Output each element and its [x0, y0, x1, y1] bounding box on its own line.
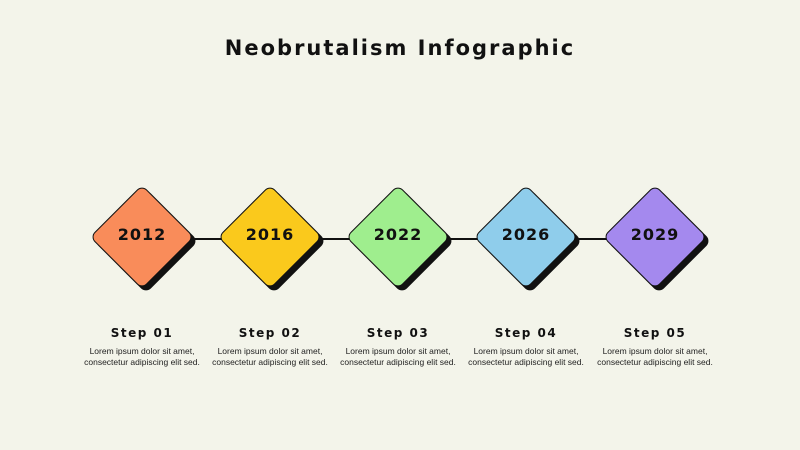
- step-label: Step 03: [366, 326, 430, 340]
- step-description: Lorem ipsum dolor sit amet, consectetur …: [212, 346, 328, 367]
- step-year: 2016: [245, 225, 295, 244]
- step-year: 2022: [373, 225, 423, 244]
- step-description: Lorem ipsum dolor sit amet, consectetur …: [340, 346, 456, 367]
- step-year: 2026: [501, 225, 551, 244]
- step-description: Lorem ipsum dolor sit amet, consectetur …: [468, 346, 584, 367]
- step-label: Step 01: [110, 326, 174, 340]
- step-label: Step 04: [494, 326, 558, 340]
- step-label: Step 05: [623, 326, 687, 340]
- step-year: 2012: [117, 225, 167, 244]
- step-description: Lorem ipsum dolor sit amet, consectetur …: [84, 346, 200, 367]
- page-title: Neobrutalism Infographic: [224, 36, 576, 60]
- step-description: Lorem ipsum dolor sit amet, consectetur …: [597, 346, 713, 367]
- step-label: Step 02: [238, 326, 302, 340]
- step-year: 2029: [630, 225, 680, 244]
